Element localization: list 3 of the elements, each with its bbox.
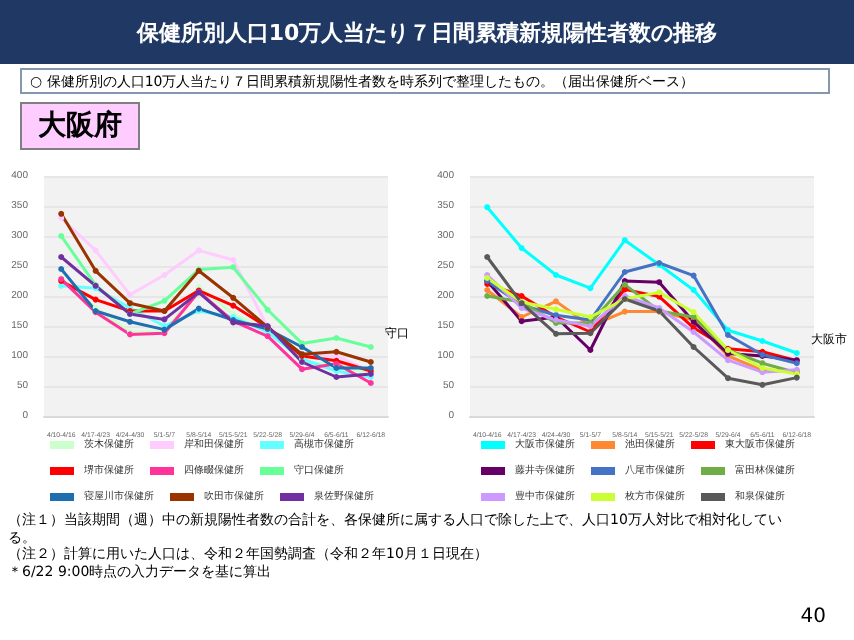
- chart-title: 保健所別人口10万人当たり７日間累積新規陽性者数の推移: [0, 0, 854, 64]
- text: 40: [800, 606, 826, 628]
- text: 大阪府: [20, 102, 140, 150]
